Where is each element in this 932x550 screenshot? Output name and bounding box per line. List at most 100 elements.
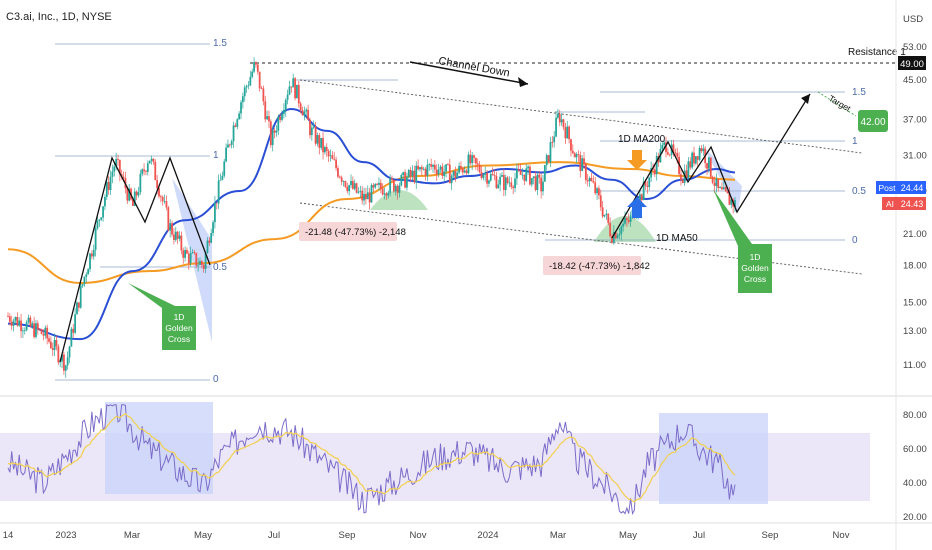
candle-body [428,164,431,166]
candle-body [340,177,343,182]
candle-body [7,316,9,318]
candle-body [432,164,434,167]
candle-body [363,193,365,201]
candle-body [419,167,421,170]
candle-body [605,213,608,215]
candle-body [199,261,201,265]
candle-body [42,333,45,336]
candle-body [728,193,731,205]
candle-body [646,185,649,187]
candle-body [329,155,332,157]
candle-body [322,137,324,153]
candle-body [715,178,718,186]
candle-body [79,285,82,308]
candle-body [512,186,515,189]
rsi-line [7,404,736,516]
candle-body [510,182,513,187]
candle-body [568,126,570,140]
candle-body [584,163,587,181]
candle-body [413,170,416,182]
candle-body [665,142,667,153]
candle-body [365,193,367,200]
candle-body [156,180,159,189]
price-tick-label: 11.00 [903,360,926,371]
candle-body [445,164,447,172]
candle-body [424,168,427,176]
candle-body [536,174,539,191]
candle-body [488,180,490,184]
candle-body [25,322,28,331]
candle-body [131,199,134,206]
candle-body [473,155,475,158]
candle-body [609,223,612,237]
candle-body [35,323,37,337]
candle-body [296,84,298,99]
candle-body [545,155,548,166]
candle-body [234,125,237,127]
candle-body [20,320,22,331]
candle-body [508,182,511,184]
candle-body [579,154,582,172]
candle-body [266,116,269,120]
price-tick-label: 53.00 [903,42,927,53]
candle-body [529,166,531,185]
candle-body [256,64,259,72]
candle-body [273,130,276,133]
ma50-label: 1D MA50 [656,233,698,244]
candle-body [210,233,213,243]
candle-body [238,113,241,120]
time-tick-label: 2024 [477,530,498,541]
candle-body [713,182,716,186]
price-tick-label: 31.00 [903,150,927,161]
candle-body [223,161,226,176]
candle-body [195,252,198,266]
candle-body [734,200,736,207]
candle-body [292,78,295,88]
candle-body [217,180,220,204]
candle-body [676,153,679,157]
candle-body [180,235,183,251]
candle-body [493,175,496,177]
candle-body [693,152,695,164]
candle-body [193,252,196,254]
candle-body [314,126,317,144]
candle-body [691,152,694,168]
candle-body [16,316,19,326]
candle-body [698,148,701,160]
time-tick-label: 2023 [55,530,76,541]
candle-body [571,150,574,154]
candle-body [158,188,160,197]
candle-body [612,232,615,243]
candle-body [148,160,151,164]
candle-body [674,152,677,154]
candle-body [435,169,438,175]
candle-body [23,330,26,331]
candle-body [109,176,112,190]
price-tick-label: 45.00 [903,75,927,86]
candle-body [480,171,483,178]
candle-body [680,174,682,180]
candle-body [586,180,589,182]
resistance-price: 49.00 [900,59,924,70]
candle-body [57,346,60,363]
candle-body [33,323,35,337]
candle-body [264,101,267,120]
candle-body [305,109,308,112]
candle-body [320,137,323,148]
candle-body [169,223,172,231]
candle-body [389,178,392,193]
candle-body [624,218,626,224]
candle-body [687,161,690,179]
candle-body [407,170,410,178]
candle-body [640,194,643,201]
candle-body [355,183,358,193]
candle-body [64,365,67,371]
candle-body [113,166,116,172]
candle-body [344,181,347,187]
candle-body [176,231,179,239]
candle-body [184,250,186,258]
candle-body [245,86,248,88]
candle-body [394,185,397,192]
candle-body [603,214,606,217]
fib-lines [55,43,845,381]
